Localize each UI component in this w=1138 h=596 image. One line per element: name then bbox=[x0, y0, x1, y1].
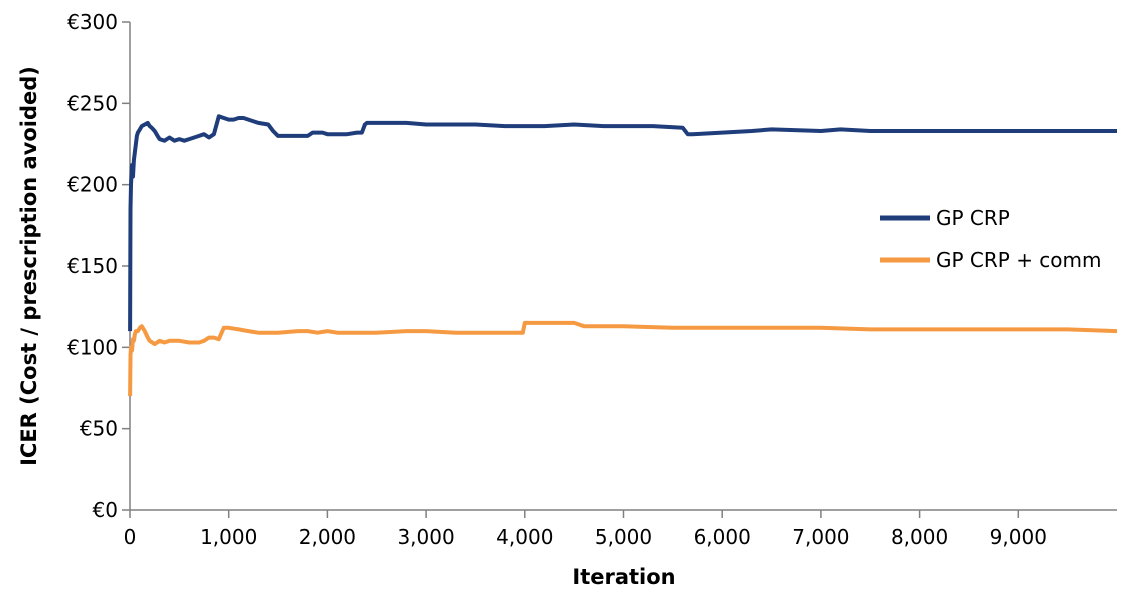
x-tick-label: 5,000 bbox=[595, 525, 652, 549]
x-tick-label: 8,000 bbox=[891, 525, 948, 549]
legend: GP CRP GP CRP + comm bbox=[880, 206, 1102, 272]
x-tick-label: 1,000 bbox=[200, 525, 257, 549]
x-tick-label: 6,000 bbox=[694, 525, 751, 549]
legend-label-gp-crp-comm: GP CRP + comm bbox=[936, 248, 1102, 272]
x-tick-label: 7,000 bbox=[792, 525, 849, 549]
x-axis-title: Iteration bbox=[572, 565, 675, 589]
y-tick-label: €300 bbox=[67, 10, 118, 34]
series-line-gp-crp bbox=[128, 114, 1117, 332]
y-tick-label: €250 bbox=[67, 91, 118, 115]
series-lines bbox=[128, 114, 1118, 397]
y-tick-label: €100 bbox=[67, 335, 118, 359]
y-tick-label: €200 bbox=[67, 173, 118, 197]
x-ticks: 0 1,000 2,000 3,000 4,000 5,000 6,000 7,000 8,00… bbox=[124, 510, 1047, 549]
y-axis-title: ICER (Cost / prescription avoided) bbox=[17, 66, 41, 466]
y-tick-label: €50 bbox=[80, 417, 118, 441]
x-tick-label: 0 bbox=[124, 525, 137, 549]
x-tick-label: 2,000 bbox=[299, 525, 356, 549]
x-tick-label: 9,000 bbox=[990, 525, 1047, 549]
legend-label-gp-crp: GP CRP bbox=[936, 206, 1010, 230]
x-tick-label: 4,000 bbox=[496, 525, 553, 549]
y-tick-label: €150 bbox=[67, 254, 118, 278]
y-ticks: €0 €50 €100 €150 €200 €250 €300 bbox=[67, 10, 130, 522]
series-line-gp-crp-comm bbox=[128, 320, 1118, 397]
x-tick-label: 3,000 bbox=[397, 525, 454, 549]
y-tick-label: €0 bbox=[93, 498, 118, 522]
